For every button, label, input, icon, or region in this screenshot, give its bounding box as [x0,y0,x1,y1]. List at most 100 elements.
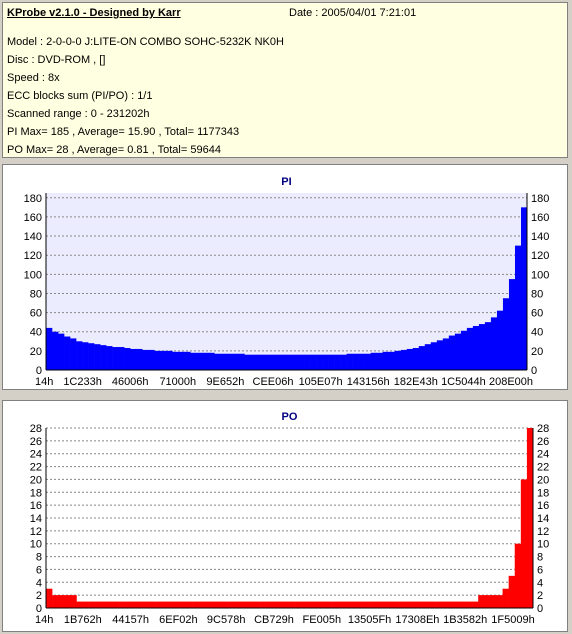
x-tick-label: 9E652h [206,376,244,388]
x-tick-label: 9C578h [207,614,246,626]
data-bar [328,354,335,370]
x-tick-label: 14h [35,376,53,388]
data-bar [405,601,412,608]
x-tick-label: 1C233h [63,376,102,388]
data-bar [442,338,450,370]
data-bar [252,601,260,608]
y-tick-label-right: 0 [537,603,543,615]
x-tick-label: 1B3582h [443,614,487,626]
data-bar [112,601,120,608]
data-bar [406,348,414,370]
y-tick-label-right: 8 [537,552,543,564]
data-bar [350,601,357,608]
data-bar [380,601,388,608]
data-bar [376,352,383,370]
y-tick-label-left: 180 [24,193,42,205]
data-bar [190,352,197,370]
data-bar [232,353,239,370]
data-bar [173,601,181,608]
y-tick-label-right: 180 [531,193,549,205]
data-bar [466,601,473,608]
data-bar [46,588,53,608]
x-tick-label: 143156h [347,376,390,388]
data-bar [417,601,424,608]
data-bar [441,601,449,608]
data-bar [178,351,185,370]
data-bar [154,350,161,370]
data-bar [100,601,108,608]
data-bar [466,327,474,370]
data-bar [130,348,137,370]
data-bar [514,245,522,370]
data-bar [286,354,293,370]
pi-stats-line: PI Max= 185 , Average= 15.90 , Total= 11… [7,126,240,138]
y-tick-label-right: 14 [537,513,549,525]
data-bar [496,310,504,370]
y-tick-label-left: 4 [36,577,42,589]
data-bar [265,601,272,608]
data-bar [192,601,199,608]
data-bar [508,279,516,370]
ecc-line: ECC blocks sum (PI/PO) : 1/1 [7,90,153,102]
data-bar [394,350,402,370]
data-bar [435,601,442,608]
data-bar [472,601,479,608]
data-bar [478,595,485,608]
y-tick-label-right: 120 [531,250,549,262]
data-bar [356,601,363,608]
data-bar [202,352,209,370]
data-bar [364,353,371,370]
data-bar [240,601,248,608]
y-tick-label-left: 10 [30,539,42,551]
data-bar [106,601,114,608]
y-tick-label-right: 60 [531,308,543,320]
y-tick-label-left: 20 [30,474,42,486]
data-bar [234,601,242,608]
data-bar [490,595,497,608]
data-bar [277,601,284,608]
y-tick-label-right: 20 [531,346,543,358]
data-bar [222,601,229,608]
y-tick-label-left: 40 [30,327,42,339]
data-bar [400,349,408,370]
data-bar [392,601,400,608]
data-bar [412,347,420,370]
x-tick-label: 105E07h [299,376,343,388]
data-bar [172,351,179,370]
x-tick-label: CEE06h [253,376,294,388]
data-bar [304,354,311,370]
po-chart-panel: PO 0 0 2 2 4 4 6 6 8 8 10 10 12 12 14 14 16 16 18 18 20 20 22 22… [2,400,568,632]
data-bar [226,353,233,370]
data-bar [161,601,169,608]
data-bar [196,352,203,370]
x-tick-label: 1C5044h [441,376,486,388]
x-tick-label: 71000h [159,376,196,388]
x-tick-label: 14h [35,614,53,626]
data-bar [382,351,390,370]
x-tick-label: FE005h [303,614,342,626]
y-tick-label-left: 28 [30,423,42,435]
y-tick-label-right: 80 [531,288,543,300]
x-tick-label: 17308Eh [395,614,439,626]
data-bar [310,354,317,370]
y-tick-label-right: 100 [531,269,549,281]
y-tick-label-left: 80 [30,288,42,300]
data-bar [430,342,438,370]
data-bar [262,354,269,370]
y-tick-label-left: 120 [24,250,42,262]
data-bar [208,352,215,370]
data-bar [58,595,65,608]
y-tick-label-left: 6 [36,564,42,576]
data-bar [484,595,491,608]
data-bar [274,354,281,370]
data-bar [125,601,132,608]
x-tick-label: CB729h [254,614,294,626]
data-bar [238,353,245,370]
data-bar [490,317,498,370]
y-tick-label-left: 20 [30,346,42,358]
app-title: KProbe v2.1.0 - Designed by Karr [7,7,181,19]
data-bar [346,353,353,370]
y-tick-label-left: 16 [30,500,42,512]
data-bar [112,347,119,370]
x-tick-label: 208E00h [489,376,533,388]
